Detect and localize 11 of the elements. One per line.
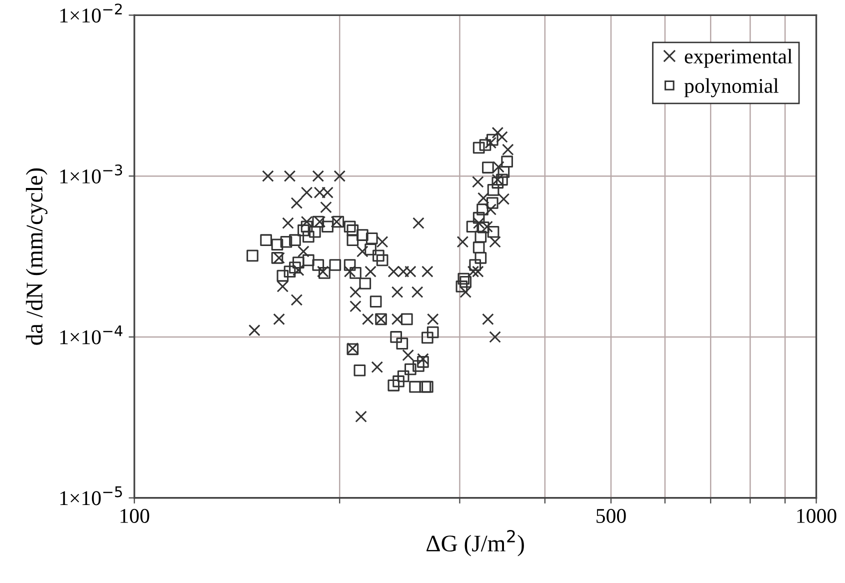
y-tick-label: 1×10$^{−5}$ [60, 486, 122, 506]
x-tick-label: 500 [596, 508, 626, 523]
legend-label: experimental [684, 48, 792, 68]
x-axis-title: ΔG (J/m$^{2}$) [426, 530, 524, 556]
x-tick-label: 1000 [797, 508, 836, 523]
y-axis-title: da /dN (mm/cycle) [26, 168, 48, 345]
legend-label: polynomial [684, 78, 779, 98]
y-tick-label: 1×10$^{−2}$ [60, 4, 122, 23]
y-tick-label: 1×10$^{−4}$ [60, 325, 122, 344]
y-tick-label: 1×10$^{−3}$ [60, 164, 122, 184]
x-tick-label: 100 [120, 508, 150, 523]
